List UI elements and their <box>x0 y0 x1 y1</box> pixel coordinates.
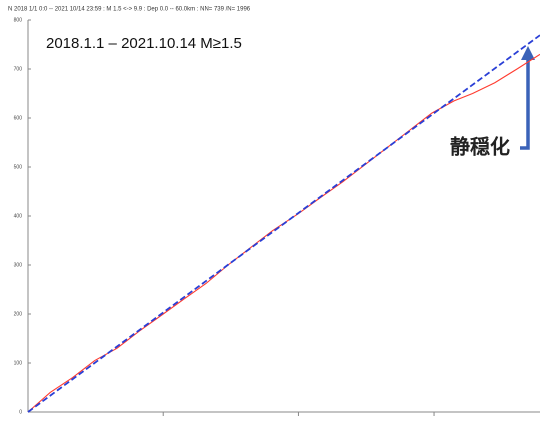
header: N 2018 1/1 0:0 -- 2021 10/14 23:59 : M 1… <box>8 7 251 13</box>
y-tick-label: 800 <box>14 17 23 23</box>
arrow <box>520 58 530 150</box>
trend-line <box>27 34 540 413</box>
y-tick-label: 200 <box>14 311 23 317</box>
y-tick-label: 400 <box>14 213 23 219</box>
y-tick-label: 700 <box>14 66 23 72</box>
y-tick-label: 0 <box>19 409 22 415</box>
y-tick-label: 500 <box>14 164 23 170</box>
y-tick-label: 600 <box>14 115 23 121</box>
chart-title: 2018.1.1 – 2021.10.14 M≥1.5 <box>46 35 242 52</box>
annotation: 静穏化 <box>450 134 510 158</box>
arrow-head <box>521 46 535 60</box>
y-tick-label: 300 <box>14 262 23 268</box>
y-tick-label: 100 <box>14 360 23 366</box>
